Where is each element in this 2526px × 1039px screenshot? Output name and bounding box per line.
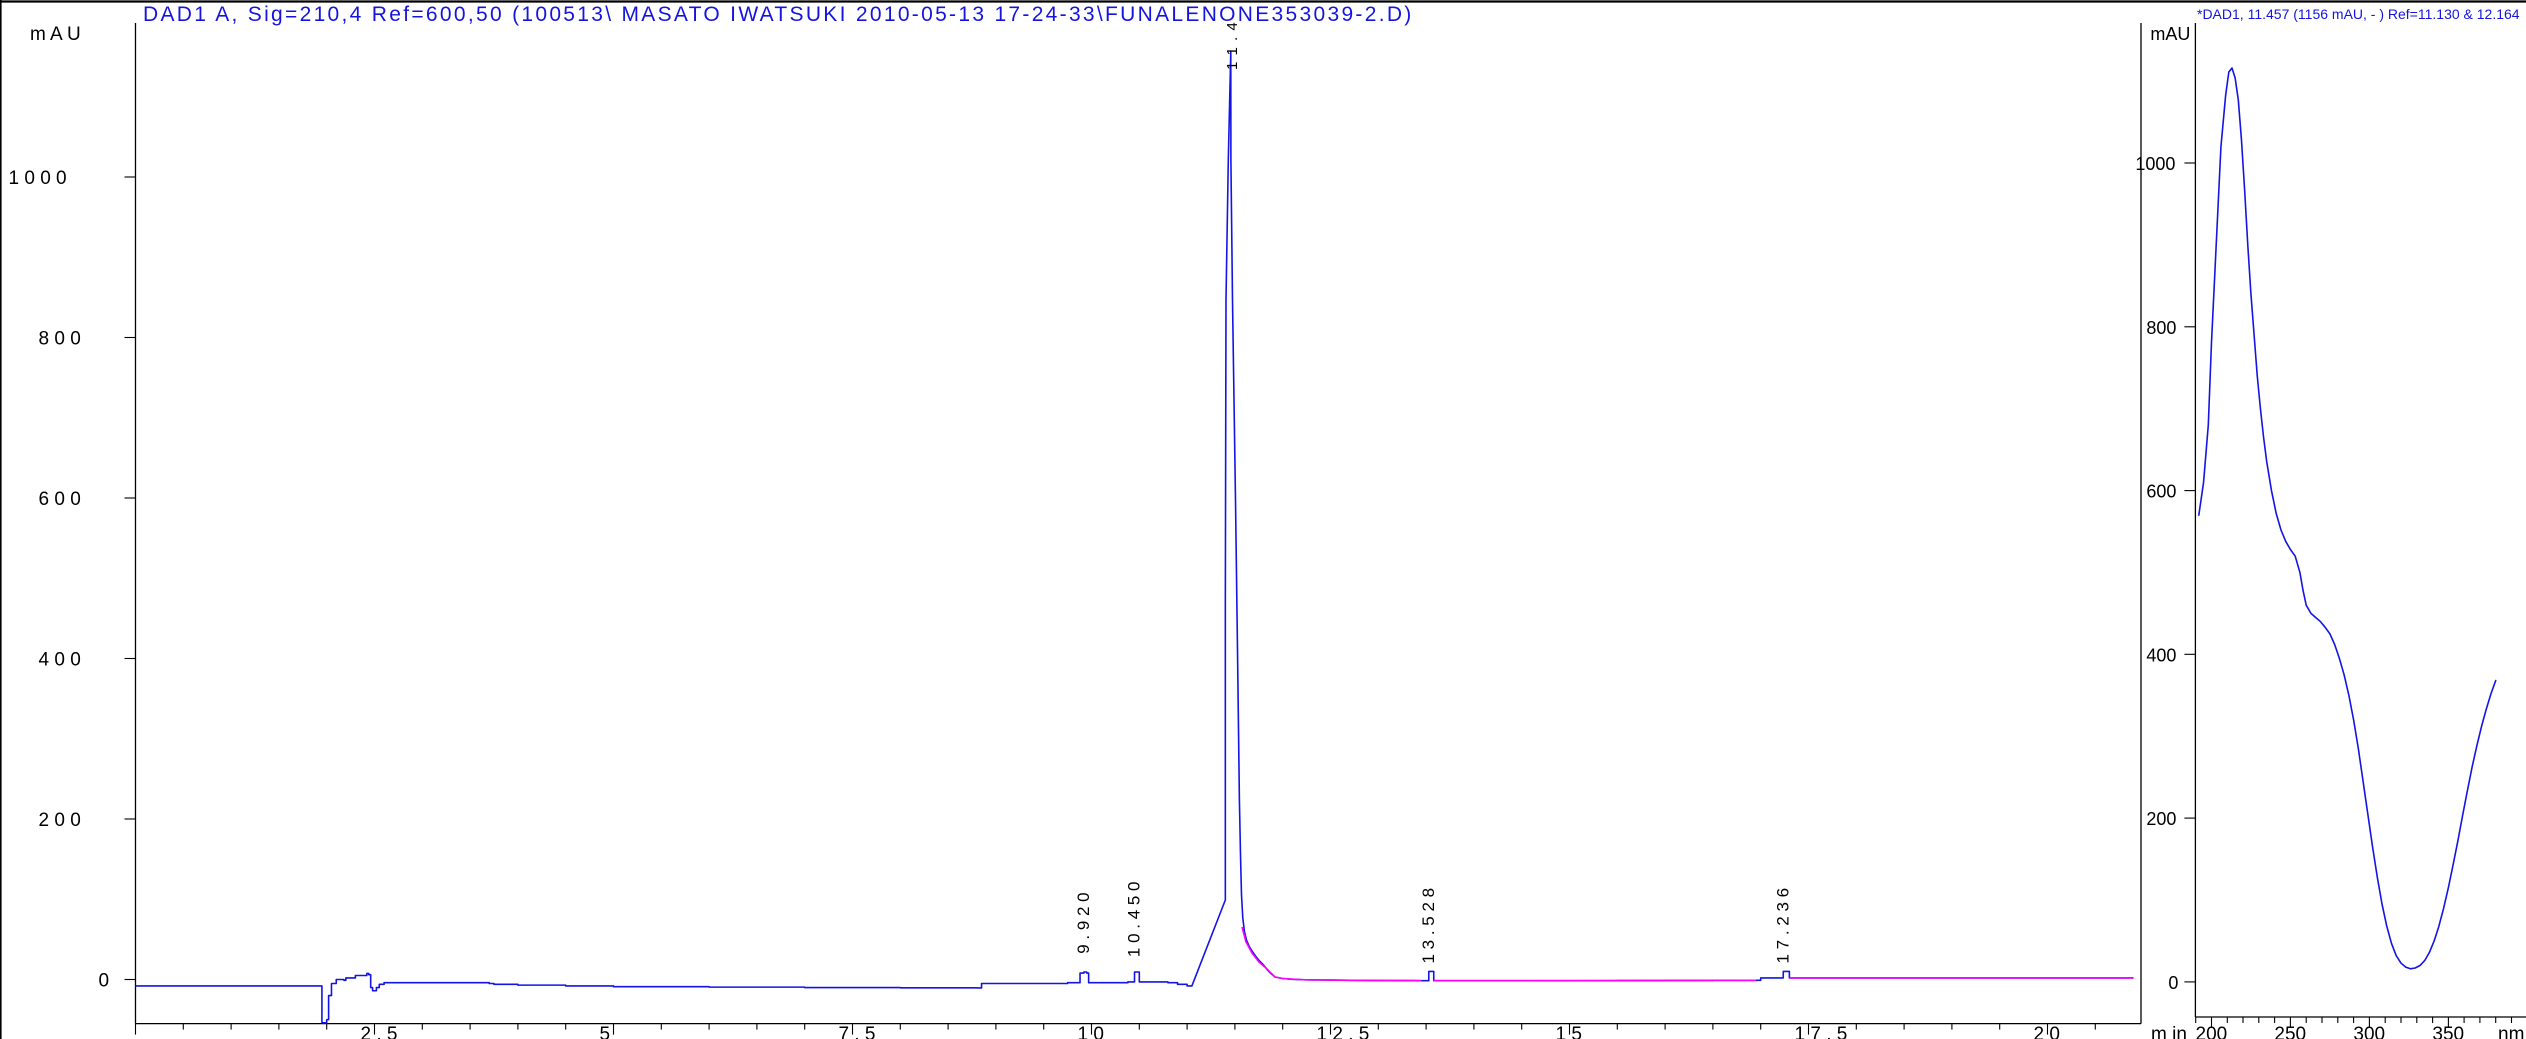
svg-text:6 0 0: 6 0 0 [39,489,81,510]
svg-text:1000: 1000 [2135,154,2175,174]
svg-text:mAU: mAU [2150,24,2190,44]
svg-text:1 3 . 5 2 8: 1 3 . 5 2 8 [1419,888,1438,964]
svg-text:2 0: 2 0 [2034,1024,2060,1039]
svg-text:400: 400 [2146,645,2176,665]
svg-text:9 . 9 2 0: 9 . 9 2 0 [1074,892,1093,953]
svg-text:350: 350 [2432,1024,2464,1039]
svg-text:m A U: m A U [30,24,81,45]
svg-text:4 0 0: 4 0 0 [39,650,81,671]
svg-text:1 7 . 5: 1 7 . 5 [1795,1024,1848,1039]
svg-text:8 0 0: 8 0 0 [39,329,81,350]
svg-text:m in: m in [2151,1024,2187,1039]
svg-text:200: 200 [2196,1024,2228,1039]
svg-text:0: 0 [99,971,110,992]
svg-text:1 0 0 0: 1 0 0 0 [9,168,67,189]
svg-text:1 1 . 4: 1 1 . 4 [1224,21,1241,70]
svg-text:1 5: 1 5 [1556,1024,1582,1039]
svg-text:300: 300 [2353,1024,2385,1039]
svg-text:200: 200 [2146,809,2176,829]
svg-text:800: 800 [2146,318,2176,338]
svg-text:250: 250 [2274,1024,2306,1039]
svg-text:2 0 0: 2 0 0 [39,810,81,831]
svg-text:2 . 5: 2 . 5 [361,1024,398,1039]
svg-text:7 . 5: 7 . 5 [839,1024,876,1039]
svg-text:1 2 . 5: 1 2 . 5 [1317,1024,1370,1039]
svg-text:nm: nm [2498,1024,2524,1039]
svg-text:1 0 . 4 5 0: 1 0 . 4 5 0 [1125,881,1144,957]
svg-text:5: 5 [600,1024,611,1039]
svg-text:600: 600 [2146,482,2176,502]
svg-text:0: 0 [2168,973,2178,993]
svg-text:1 7 . 2 3 6: 1 7 . 2 3 6 [1773,888,1792,964]
svg-text:1 0: 1 0 [1078,1024,1104,1039]
